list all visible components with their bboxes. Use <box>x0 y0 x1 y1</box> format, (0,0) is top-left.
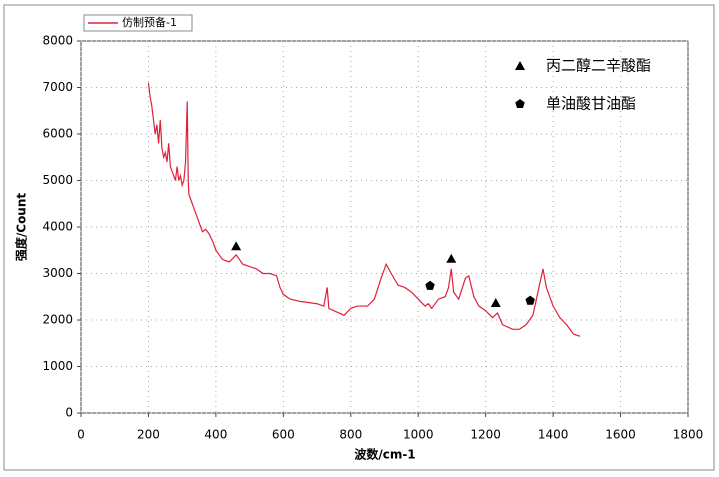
y-tick-label: 3000 <box>42 266 73 280</box>
legend-label: 仿制预备-1 <box>122 15 177 29</box>
x-tick-label: 800 <box>339 428 362 442</box>
x-tick-label: 1600 <box>605 428 636 442</box>
y-tick-label: 0 <box>65 406 73 420</box>
legend-label: 丙二醇二辛酸酯 <box>546 57 651 75</box>
y-axis-label: 强度/Count <box>14 193 29 262</box>
legend-label: 单油酸甘油酯 <box>546 95 636 113</box>
marker <box>525 295 535 305</box>
x-tick-label: 1800 <box>673 428 704 442</box>
spectrum-line <box>147 82 581 337</box>
x-tick-label: 600 <box>272 428 295 442</box>
legend-marker <box>515 61 525 70</box>
legend-marker <box>515 99 525 109</box>
x-axis-label: 波数/cm-1 <box>354 447 415 462</box>
marker <box>425 280 435 290</box>
marker <box>231 241 242 251</box>
x-tick-label: 400 <box>204 428 227 442</box>
x-tick-label: 1000 <box>403 428 434 442</box>
marker <box>446 253 457 263</box>
y-tick-label: 8000 <box>42 34 73 48</box>
x-tick-label: 0 <box>77 428 85 442</box>
x-tick-label: 1200 <box>470 428 501 442</box>
y-tick-label: 7000 <box>42 80 73 94</box>
y-tick-label: 4000 <box>42 220 73 234</box>
y-tick-label: 1000 <box>42 359 73 373</box>
y-tick-label: 2000 <box>42 313 73 327</box>
y-tick-label: 6000 <box>42 127 73 141</box>
y-tick-label: 5000 <box>42 173 73 187</box>
x-tick-label: 1400 <box>538 428 569 442</box>
x-tick-label: 200 <box>137 428 160 442</box>
frame <box>3 4 715 471</box>
marker <box>490 297 501 307</box>
legend-box <box>83 14 193 32</box>
